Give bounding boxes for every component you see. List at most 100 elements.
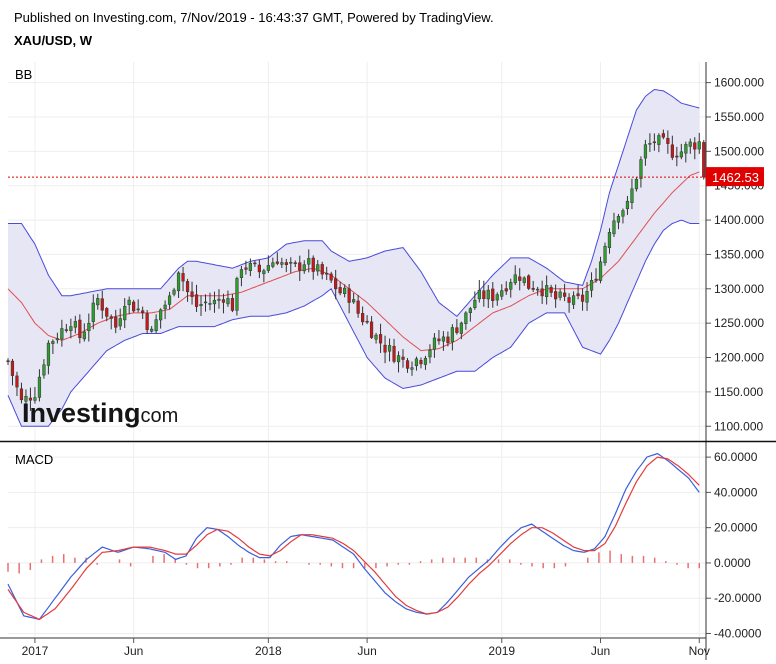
price-tick-label: 1150.000 bbox=[714, 385, 763, 399]
candle-body bbox=[464, 312, 468, 324]
candle-body bbox=[293, 262, 297, 264]
x-tick-label: Nov bbox=[689, 644, 710, 658]
price-tick-label: 1250.000 bbox=[714, 316, 764, 330]
candle-body bbox=[208, 303, 212, 305]
candle-body bbox=[518, 276, 522, 281]
candle-body bbox=[73, 321, 77, 328]
candle-body bbox=[423, 357, 428, 365]
macd-tick-label: 20.0000 bbox=[714, 521, 758, 535]
candle-body bbox=[414, 358, 419, 367]
candle-body bbox=[437, 338, 441, 342]
candle-body bbox=[338, 287, 342, 294]
candle-body bbox=[64, 329, 68, 331]
candle-body bbox=[396, 355, 401, 363]
candle-body bbox=[459, 322, 463, 334]
candle-body bbox=[666, 137, 670, 144]
candle-body bbox=[87, 322, 91, 332]
candle-body bbox=[369, 321, 374, 338]
macd-panel-label: MACD bbox=[15, 452, 53, 467]
candle-body bbox=[361, 313, 365, 323]
candle-body bbox=[271, 262, 275, 267]
investing-logo: Investing .com bbox=[22, 398, 178, 428]
candle-body bbox=[343, 287, 347, 294]
candle-body bbox=[275, 261, 279, 264]
candle-body bbox=[594, 278, 598, 281]
candle-body bbox=[612, 220, 616, 235]
bb-lower-line bbox=[7, 219, 700, 427]
candle-body bbox=[69, 326, 73, 332]
candle-body bbox=[284, 262, 288, 265]
candle-body bbox=[239, 269, 244, 278]
candle-body bbox=[253, 262, 257, 265]
candle-body bbox=[329, 273, 333, 281]
candle-body bbox=[545, 285, 549, 297]
candle-body bbox=[132, 301, 136, 312]
macd-tick-label: 60.0000 bbox=[714, 450, 758, 464]
candle-body bbox=[334, 278, 338, 290]
x-tick-label: 2017 bbox=[22, 644, 49, 658]
candle-body bbox=[181, 273, 185, 282]
x-tick-label: 2019 bbox=[488, 644, 515, 658]
price-tick-label: 1550.000 bbox=[714, 110, 764, 124]
candle-body bbox=[392, 345, 396, 362]
candle-body bbox=[410, 367, 414, 370]
x-tick-label: Jun bbox=[124, 644, 143, 658]
candle-body bbox=[33, 397, 37, 401]
axes: 1600.0001550.0001500.0001450.0001400.000… bbox=[0, 62, 776, 660]
candle-body bbox=[652, 141, 656, 144]
candle-body bbox=[325, 272, 329, 275]
candle-body bbox=[109, 316, 113, 319]
candle-body bbox=[91, 302, 95, 322]
candle-body bbox=[266, 265, 270, 271]
candle-body bbox=[401, 356, 405, 360]
candle-body bbox=[145, 313, 149, 330]
candle-body bbox=[486, 289, 490, 300]
candle-body bbox=[419, 360, 423, 365]
candle-body bbox=[558, 291, 562, 298]
candle-body bbox=[607, 232, 612, 248]
price-tick-label: 1300.000 bbox=[714, 282, 764, 296]
candle-body bbox=[554, 291, 558, 300]
macd-tick-label: -20.0000 bbox=[714, 591, 762, 605]
candle-body bbox=[221, 299, 226, 303]
candle-body bbox=[24, 395, 28, 402]
candle-body bbox=[684, 144, 688, 154]
publish-info: Published on Investing.com, 7/Nov/2019 -… bbox=[14, 10, 494, 25]
candle-body bbox=[648, 143, 652, 145]
candle-body bbox=[311, 257, 315, 272]
candle-body bbox=[693, 142, 697, 150]
candle-body bbox=[19, 388, 24, 401]
candle-body bbox=[118, 318, 122, 327]
candle-body bbox=[167, 295, 172, 305]
candle-body bbox=[82, 331, 86, 340]
candle-body bbox=[630, 188, 634, 203]
candle-body bbox=[163, 304, 167, 310]
price-tick-label: 1100.000 bbox=[714, 419, 763, 433]
candle-body bbox=[185, 281, 190, 293]
candle-body bbox=[567, 297, 571, 303]
candle-body bbox=[450, 327, 454, 343]
candle-body bbox=[455, 327, 459, 333]
candle-body bbox=[316, 264, 320, 272]
candle-body bbox=[78, 319, 82, 339]
candle-body bbox=[405, 360, 410, 369]
candle-body bbox=[262, 270, 266, 275]
candle-body bbox=[500, 290, 504, 297]
candle-body bbox=[549, 287, 553, 293]
candle-body bbox=[383, 344, 387, 353]
candle-body bbox=[230, 298, 235, 311]
candle-body bbox=[105, 308, 109, 317]
candle-body bbox=[625, 200, 630, 210]
candle-body bbox=[248, 262, 252, 271]
candle-body bbox=[244, 267, 248, 270]
candle-body bbox=[688, 141, 692, 147]
candle-body bbox=[634, 178, 639, 190]
candle-body bbox=[643, 144, 648, 159]
candle-body bbox=[280, 262, 284, 265]
price-tick-label: 1600.000 bbox=[714, 76, 764, 90]
candle-body bbox=[571, 295, 576, 305]
x-tick-label: Jun bbox=[357, 644, 376, 658]
candle-body bbox=[679, 151, 683, 158]
candle-body bbox=[509, 282, 513, 290]
